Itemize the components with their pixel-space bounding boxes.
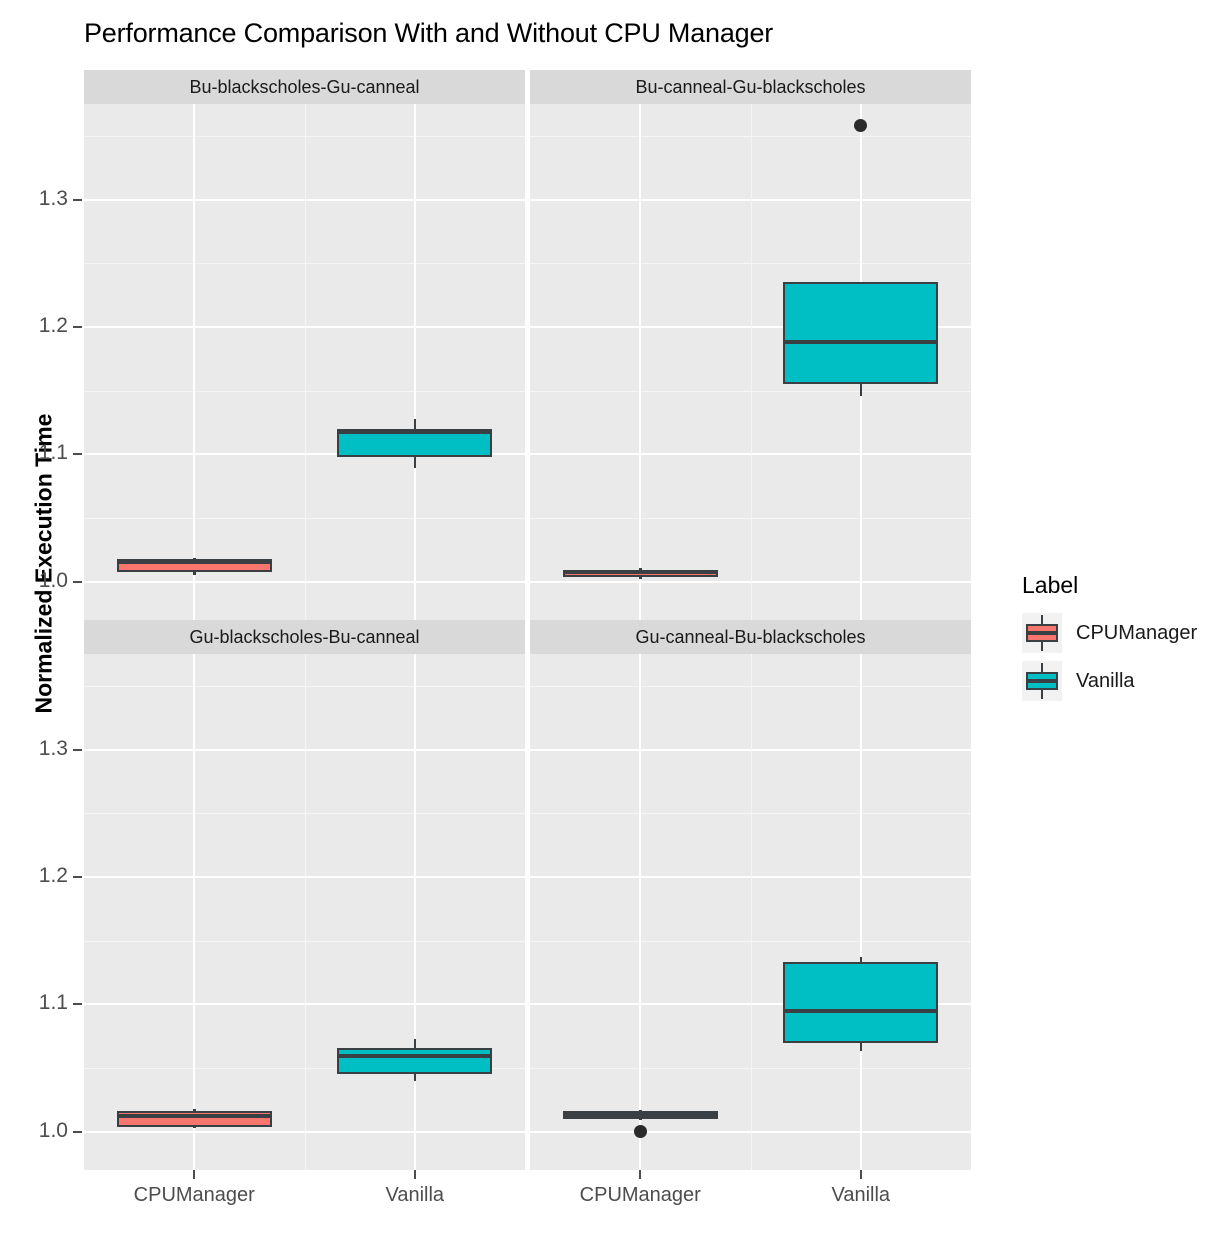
outlier-point — [633, 1125, 647, 1139]
x-tick-label: CPUManager — [133, 1184, 255, 1206]
legend: Label CPUManager Vanilla — [1022, 572, 1197, 709]
facet-grid: Bu-blackscholes-Gu-canneal Bu-canneal-Gu-… — [84, 70, 986, 1170]
whisker-lower — [639, 576, 642, 580]
y-tick-label: 1.2 — [38, 863, 68, 887]
whisker-upper — [859, 957, 862, 963]
x-tick-mark — [413, 1170, 416, 1179]
facet-strip-label: Bu-canneal-Gu-blackscholes — [635, 76, 866, 97]
facet-row: Bu-blackscholes-Gu-canneal Bu-canneal-Gu-… — [84, 70, 986, 620]
page-title: Performance Comparison With and Without … — [84, 18, 774, 48]
x-tick-mark — [639, 1170, 642, 1179]
y-tick-mark — [73, 1130, 82, 1133]
legend-title: Label — [1022, 572, 1079, 598]
whisker-lower — [639, 1119, 642, 1121]
legend-items: CPUManager Vanilla — [1022, 613, 1197, 701]
vgridline-major — [193, 104, 196, 620]
whisker-upper — [639, 567, 642, 571]
legend-item-cpumanager[interactable]: CPUManager — [1022, 613, 1197, 653]
facet-strip: Bu-blackscholes-Gu-canneal — [84, 70, 525, 104]
y-tick-label: 1.2 — [38, 313, 68, 337]
vgridline-minor — [750, 104, 752, 620]
facet-panel-0-1: Gu-blackscholes-Bu-canneal — [84, 620, 525, 1170]
y-tick-label: 1.3 — [38, 186, 68, 210]
y-tick-label: 1.1 — [38, 441, 68, 465]
y-tick-mark — [73, 1003, 82, 1006]
y-tick-mark — [73, 453, 82, 456]
vgridline-major — [859, 654, 862, 1170]
box — [783, 282, 939, 385]
whisker-lower — [193, 1126, 196, 1128]
whisker-lower — [859, 384, 862, 396]
facet-strip-label: Gu-canneal-Bu-blackscholes — [635, 626, 866, 647]
y-tick-mark — [73, 875, 82, 878]
median-line — [337, 430, 493, 435]
vgridline-major — [193, 654, 196, 1170]
legend-item-vanilla[interactable]: Vanilla — [1022, 661, 1197, 701]
median-line — [116, 560, 272, 565]
x-tick-label: Vanilla — [831, 1184, 891, 1206]
y-tick-mark — [73, 198, 82, 201]
legend-key-icon — [1022, 613, 1062, 653]
plot-area — [84, 654, 525, 1170]
facet-strip: Gu-blackscholes-Bu-canneal — [84, 620, 525, 654]
vgridline-minor — [304, 654, 306, 1170]
x-tick-label: Vanilla — [385, 1184, 445, 1206]
legend-key-icon — [1022, 661, 1062, 701]
vgridline-major — [413, 654, 416, 1170]
y-tick-mark — [73, 325, 82, 328]
x-tick-label: CPUManager — [579, 1184, 701, 1206]
vgridline-major — [639, 654, 642, 1170]
plot-area — [530, 654, 971, 1170]
plot-area — [84, 104, 525, 620]
whisker-upper — [193, 557, 196, 559]
whisker-lower — [413, 1074, 416, 1081]
whisker-upper — [639, 1110, 642, 1112]
whisker-upper — [413, 418, 416, 429]
facet-strip: Gu-canneal-Bu-blackscholes — [530, 620, 971, 654]
median-line — [783, 340, 939, 345]
vgridline-minor — [304, 104, 306, 620]
whisker-lower — [859, 1042, 862, 1052]
x-tick-mark — [859, 1170, 862, 1179]
legend-label: Vanilla — [1076, 669, 1135, 692]
y-tick-label: 1.1 — [38, 991, 68, 1015]
median-line — [783, 1009, 939, 1014]
y-tick-label: 1.0 — [38, 568, 68, 592]
median-line — [116, 1113, 272, 1118]
vgridline-major — [639, 104, 642, 620]
plot-area — [530, 104, 971, 620]
y-tick-label: 1.3 — [38, 736, 68, 760]
facet-panel-1-0: Bu-canneal-Gu-blackscholes — [530, 70, 971, 620]
legend-label: CPUManager — [1076, 621, 1198, 644]
facet-strip-label: Bu-blackscholes-Gu-canneal — [189, 76, 420, 97]
median-line — [562, 1112, 718, 1117]
box — [337, 1047, 493, 1075]
vgridline-minor — [750, 654, 752, 1170]
median-line — [337, 1053, 493, 1058]
x-tick-mark — [193, 1170, 196, 1179]
vgridline-major — [413, 104, 416, 620]
whisker-upper — [413, 1038, 416, 1048]
median-line — [562, 570, 718, 575]
whisker-lower — [193, 571, 196, 576]
box — [783, 962, 939, 1043]
whisker-lower — [413, 456, 416, 469]
y-tick-label: 1.0 — [38, 1118, 68, 1142]
facet-strip: Bu-canneal-Gu-blackscholes — [530, 70, 971, 104]
facet-row: Gu-blackscholes-Bu-canneal Gu-canneal-Bu-… — [84, 620, 986, 1170]
facet-panel-0-0: Bu-blackscholes-Gu-canneal — [84, 70, 525, 620]
whisker-upper — [193, 1108, 196, 1112]
y-tick-mark — [73, 580, 82, 583]
y-tick-mark — [73, 748, 82, 751]
outlier-point — [854, 119, 868, 133]
facet-panel-1-1: Gu-canneal-Bu-blackscholes — [530, 620, 971, 1170]
facet-strip-label: Gu-blackscholes-Bu-canneal — [189, 626, 420, 647]
